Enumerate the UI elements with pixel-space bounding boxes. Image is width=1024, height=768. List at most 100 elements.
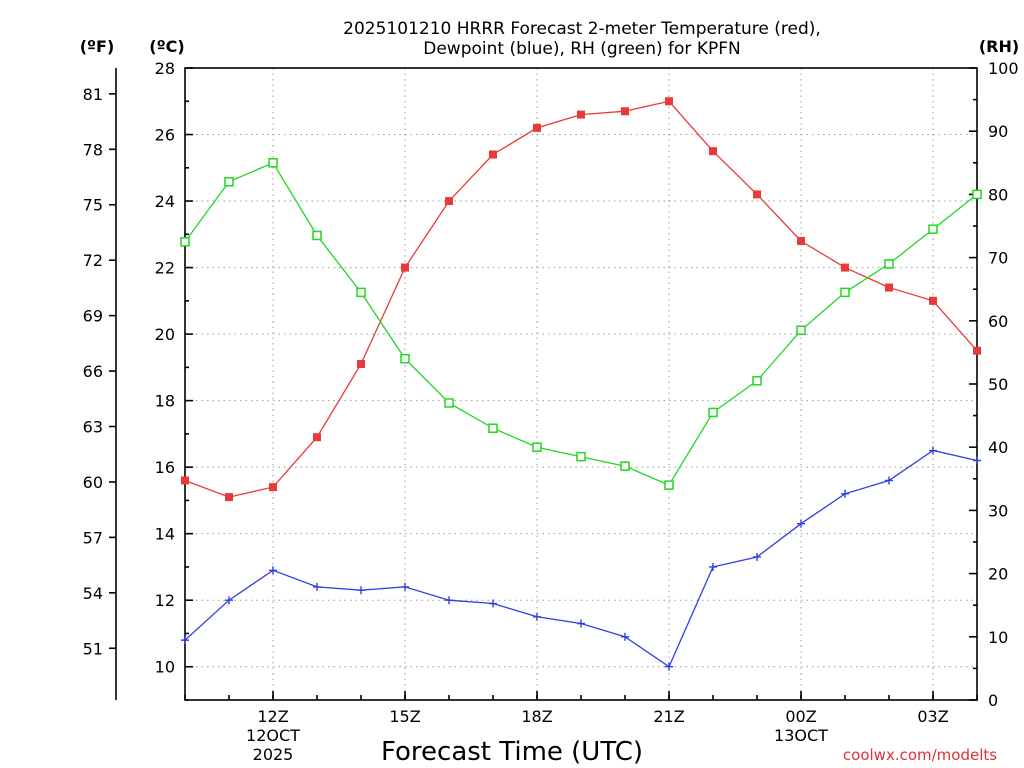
temperature-point-11 <box>225 493 233 502</box>
temperature-point-27 <box>929 296 937 305</box>
dewpoint-point-18 <box>533 612 541 621</box>
title-line-1: 2025101210 HRRR Forecast 2-meter Tempera… <box>343 19 821 39</box>
rh-point-16 <box>444 398 454 408</box>
fahrenheit-tick-label-69: 69 <box>83 307 103 326</box>
x-tick-label-2025: 2025 <box>253 745 294 764</box>
x-tick-label-15Z: 15Z <box>389 707 420 726</box>
rh-point-15 <box>400 353 410 364</box>
x-tick-label-18Z: 18Z <box>521 707 552 726</box>
rh-tick-label-50: 50 <box>988 375 1008 394</box>
rh-tick-label-90: 90 <box>988 122 1008 141</box>
dewpoint-point-10 <box>181 636 189 645</box>
dewpoint-point-26 <box>885 476 893 485</box>
rh-point-12 <box>268 158 278 168</box>
dewpoint-point-20 <box>621 632 629 641</box>
temperature-point-22 <box>709 147 717 156</box>
x-tick-label-12OCT: 12OCT <box>246 726 300 745</box>
temperature-point-16 <box>445 197 453 206</box>
x-axis-label: Forecast Time (UTC) <box>381 737 643 767</box>
x-tick-label-21Z: 21Z <box>653 707 684 726</box>
fahrenheit-unit-label: (ºF) <box>80 37 115 56</box>
rh-point-28 <box>972 189 982 200</box>
celsius-tick-label-10: 10 <box>155 658 175 677</box>
dewpoint-point-24 <box>797 519 805 528</box>
temperature-series-line <box>184 100 978 498</box>
rh-tick-label-0: 0 <box>988 691 998 710</box>
temperature-point-28 <box>973 346 981 355</box>
celsius-tick-label-26: 26 <box>155 126 175 145</box>
dewpoint-point-21 <box>665 662 673 671</box>
dewpoint-point-11 <box>225 596 233 605</box>
temperature-point-19 <box>577 110 585 119</box>
celsius-tick-label-22: 22 <box>155 259 175 278</box>
temperature-point-10 <box>181 476 189 485</box>
temperature-point-18 <box>533 123 541 132</box>
axes <box>109 67 978 701</box>
data-series <box>180 97 982 671</box>
rh-tick-label-40: 40 <box>988 438 1008 457</box>
rh-point-24 <box>796 325 806 336</box>
fahrenheit-tick-label-51: 51 <box>83 639 103 658</box>
rh-point-22 <box>708 407 718 418</box>
rh-series-line <box>184 161 978 486</box>
temperature-point-21 <box>665 97 673 106</box>
dewpoint-point-19 <box>577 619 585 628</box>
dewpoint-point-22 <box>709 562 717 571</box>
temperature-point-13 <box>313 433 321 442</box>
rh-tick-label-70: 70 <box>988 249 1008 268</box>
rh-point-27 <box>928 224 938 234</box>
chart-title: 2025101210 HRRR Forecast 2-meter Tempera… <box>343 19 821 59</box>
rh-tick-label-60: 60 <box>988 312 1008 331</box>
fahrenheit-tick-label-57: 57 <box>83 528 103 547</box>
rh-point-21 <box>664 480 674 490</box>
dewpoint-point-16 <box>445 596 453 605</box>
rh-tick-label-30: 30 <box>988 501 1008 520</box>
celsius-unit-label: (ºC) <box>149 37 184 56</box>
rh-point-17 <box>488 423 498 433</box>
x-tick-label-00Z: 00Z <box>785 707 816 726</box>
temperature-point-20 <box>621 107 629 116</box>
rh-point-20 <box>620 461 630 471</box>
rh-point-26 <box>884 259 894 269</box>
temperature-point-25 <box>841 263 849 272</box>
credit-label: coolwx.com/modelts <box>843 746 997 764</box>
fahrenheit-tick-label-75: 75 <box>83 196 103 215</box>
celsius-tick-label-12: 12 <box>155 591 175 610</box>
celsius-tick-label-18: 18 <box>155 392 175 411</box>
fahrenheit-tick-label-63: 63 <box>83 418 103 437</box>
title-line-2: Dewpoint (blue), RH (green) for KPFN <box>423 39 740 59</box>
plot-frame <box>184 67 978 701</box>
rh-tick-label-100: 100 <box>988 59 1019 78</box>
temperature-point-15 <box>401 263 409 272</box>
tick-labels: 10 12 14 16 18 20 22 24 26 28 51 54 57 60 63 66 69 72 75 78… <box>83 59 1019 764</box>
dewpoint-point-23 <box>753 552 761 561</box>
rh-point-11 <box>224 177 234 187</box>
fahrenheit-tick-label-81: 81 <box>83 85 103 104</box>
dewpoint-point-17 <box>489 599 497 608</box>
gridlines <box>185 68 977 700</box>
x-tick-label-12Z: 12Z <box>257 707 288 726</box>
dewpoint-series-line <box>184 449 978 668</box>
fahrenheit-tick-label-66: 66 <box>83 362 103 381</box>
rh-tick-label-80: 80 <box>988 185 1008 204</box>
fahrenheit-tick-label-72: 72 <box>83 251 103 270</box>
rh-tick-label-20: 20 <box>988 565 1008 584</box>
rh-point-25 <box>840 287 850 298</box>
rh-point-14 <box>356 287 366 298</box>
dewpoint-point-25 <box>841 489 849 498</box>
rh-tick-label-10: 10 <box>988 628 1008 647</box>
temperature-point-26 <box>885 283 893 292</box>
temperature-point-24 <box>797 236 805 245</box>
celsius-tick-label-14: 14 <box>155 525 175 544</box>
dewpoint-point-14 <box>357 586 365 595</box>
celsius-tick-label-28: 28 <box>155 59 175 78</box>
temperature-point-17 <box>489 150 497 159</box>
x-tick-label-13OCT: 13OCT <box>774 726 828 745</box>
rh-point-13 <box>312 230 322 241</box>
celsius-tick-label-20: 20 <box>155 325 175 344</box>
celsius-tick-label-16: 16 <box>155 458 175 477</box>
fahrenheit-tick-label-54: 54 <box>83 584 103 603</box>
dewpoint-point-28 <box>973 456 981 465</box>
rh-point-23 <box>752 376 762 386</box>
